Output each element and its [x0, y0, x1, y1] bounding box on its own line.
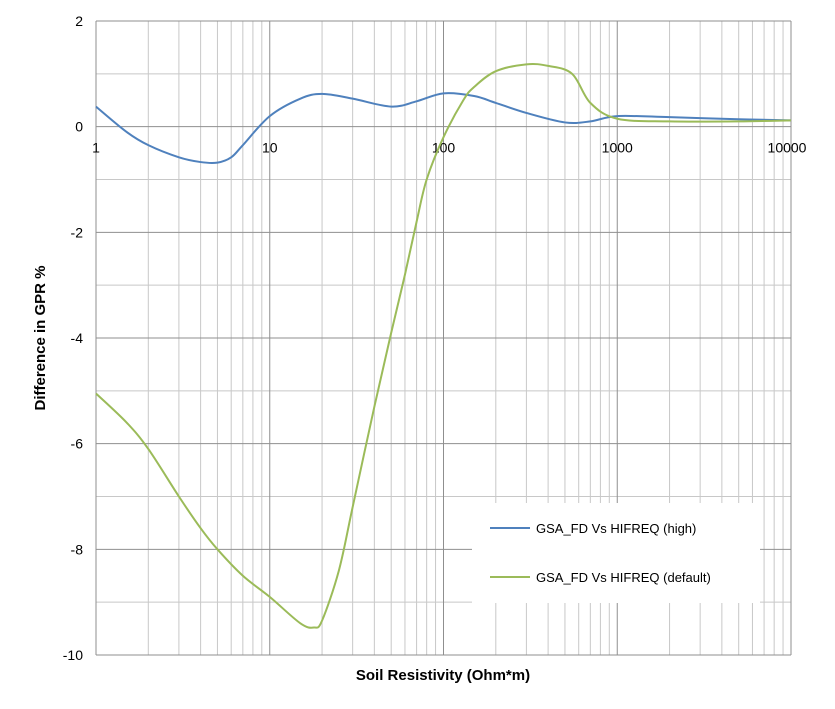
y-tick-label: -6: [71, 436, 84, 452]
series-line-default: [95, 62, 792, 629]
y-tick-label: 0: [75, 119, 83, 135]
y-tick-label: -10: [63, 647, 83, 663]
x-tick-label: 10: [262, 140, 278, 156]
legend-label-high: GSA_FD Vs HIFREQ (high): [536, 521, 696, 536]
x-tick-label: 10000: [768, 140, 807, 156]
x-tick-label: 1000: [602, 140, 633, 156]
y-tick-label: -4: [71, 330, 84, 346]
x-tick-label: 1: [92, 140, 100, 156]
y-axis-title: Difference in GPR %: [32, 265, 49, 410]
legend: GSA_FD Vs HIFREQ (high) GSA_FD Vs HIFREQ…: [472, 503, 760, 603]
y-tick-label: 2: [75, 13, 83, 29]
y-tick-label: -2: [71, 224, 84, 240]
y-tick-labels: 2 0 -2 -4 -6 -8 -10: [63, 13, 83, 663]
x-axis-title: Soil Resistivity (Ohm*m): [356, 667, 530, 684]
legend-label-default: GSA_FD Vs HIFREQ (default): [536, 570, 711, 585]
series-lines: [95, 62, 792, 629]
legend-box: [472, 503, 760, 603]
series-line-high: [95, 92, 792, 165]
y-tick-label: -8: [71, 541, 84, 557]
